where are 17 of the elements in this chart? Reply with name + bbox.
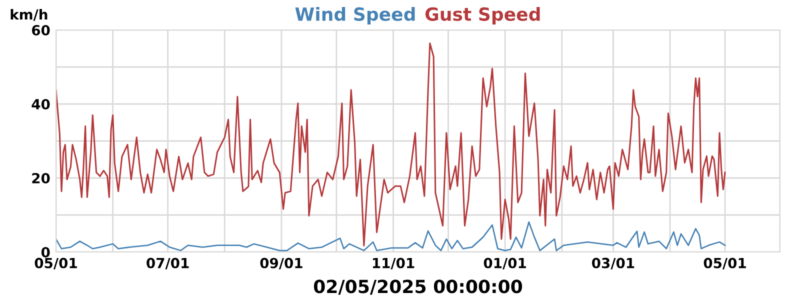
y-tick-label: 60: [32, 24, 50, 36]
x-tick-label: 05/01: [34, 258, 77, 270]
y-tick-label: 20: [32, 172, 50, 184]
x-tick-label: 11/01: [372, 258, 414, 270]
series-label: Gust Speed: [425, 6, 540, 24]
x-tick-label: 03/01: [592, 258, 634, 270]
y-axis-title: km/h: [10, 9, 48, 21]
x-tick-label: 01/01: [484, 258, 526, 270]
text: Wind Speed: [295, 6, 415, 24]
y-tick-label: 0: [41, 246, 50, 258]
y-tick-label: 40: [32, 98, 50, 110]
line-series: [56, 221, 726, 252]
x-axis-title: 02/05/2025 00:00:00: [314, 280, 522, 295]
x-tick-label: 07/01: [146, 258, 189, 270]
x-tick-label: 09/01: [260, 258, 302, 270]
line-series: [56, 42, 726, 246]
x-tick-label: 05/01: [704, 258, 746, 270]
